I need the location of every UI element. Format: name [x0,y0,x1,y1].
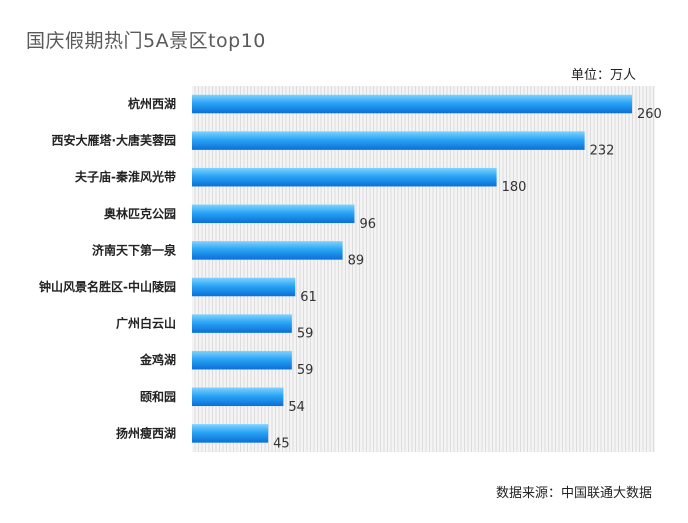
category-label: 夫子庙-秦淮风光带 [74,169,176,184]
bar [192,277,296,297]
value-label: 89 [348,253,365,268]
bar [192,350,292,370]
bar [192,387,284,407]
category-label: 金鸡湖 [139,352,176,367]
bars-group [192,94,632,443]
category-label: 西安大雁塔·大唐芙蓉园 [51,133,176,148]
value-label: 232 [590,144,615,159]
value-label: 59 [297,363,314,378]
category-label: 济南天下第一泉 [92,242,177,257]
category-label: 钟山风景名胜区-中山陵园 [39,279,176,294]
bar [192,424,269,443]
bar [192,314,292,333]
bar [192,241,343,260]
value-label: 59 [297,327,314,342]
value-labels: 260 232 180 96 89 61 59 59 54 45 [273,107,662,451]
value-label: 180 [502,180,527,195]
value-label: 61 [300,290,317,305]
bar [192,204,355,224]
category-label: 扬州瘦西湖 [116,425,176,440]
source-label: 数据来源：中国联通大数据 [495,486,652,501]
value-label: 260 [637,107,662,122]
category-label: 广州白云山 [116,316,176,331]
value-label: 45 [273,436,290,451]
value-label: 54 [288,400,305,415]
bar [192,94,632,114]
category-label: 奥林匹克公园 [104,206,176,221]
category-labels: 杭州西湖西安大雁塔·大唐芙蓉园夫子庙-秦淮风光带奥林匹克公园济南天下第一泉钟山风… [39,96,177,440]
category-label: 颐和园 [140,389,176,404]
bar [192,131,585,150]
unit-label: 单位：万人 [570,68,636,83]
category-label: 杭州西湖 [128,96,176,111]
bar [192,167,497,187]
value-label: 96 [359,217,376,232]
chart-title: 国庆假期热门5A景区top10 [26,30,266,52]
